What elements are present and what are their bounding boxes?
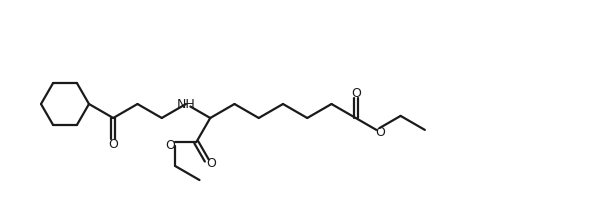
Text: O: O	[108, 137, 118, 151]
Text: NH: NH	[177, 98, 195, 110]
Text: O: O	[165, 139, 175, 152]
Text: O: O	[351, 87, 361, 100]
Text: O: O	[206, 157, 216, 170]
Text: O: O	[376, 126, 385, 139]
